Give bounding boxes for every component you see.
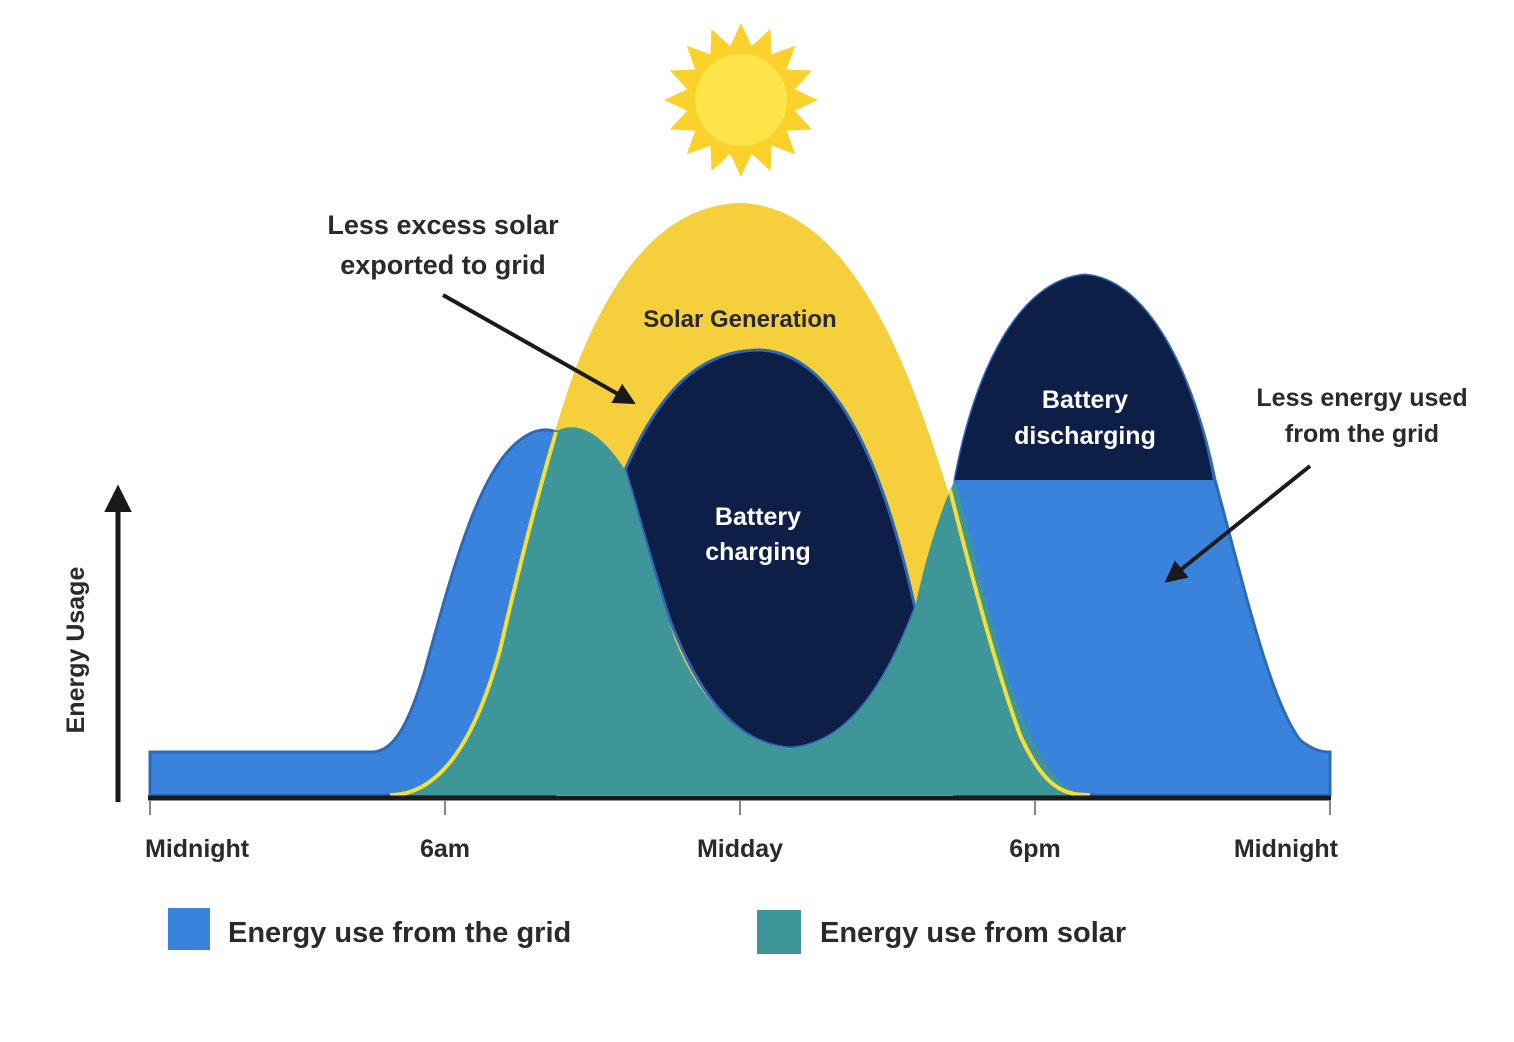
x-tick-label-midnight-start: Midnight — [145, 835, 250, 863]
sun-core — [695, 54, 787, 146]
annotation-less-grid-arrow — [1164, 464, 1312, 583]
x-tick-label-midday: Midday — [697, 835, 783, 863]
legend-swatch-grid — [168, 908, 210, 950]
sun-icon — [664, 23, 818, 177]
battery-discharging-label-line1: Battery — [1042, 386, 1128, 414]
battery-discharging-label-line2: discharging — [1014, 422, 1156, 450]
solar-generation-label: Solar Generation — [643, 306, 836, 333]
x-tick-label-6am: 6am — [420, 835, 470, 863]
legend-label-solar: Energy use from solar — [820, 917, 1126, 949]
annotation-less-grid-line1: Less energy used — [1256, 384, 1467, 412]
x-tick-label-6pm: 6pm — [1009, 835, 1060, 863]
solar-use-area — [390, 427, 1090, 795]
y-axis-label: Energy Usage — [62, 567, 90, 734]
annotation-excess-solar-arrow — [442, 293, 636, 405]
battery-charging-label-line2: charging — [705, 538, 811, 566]
annotation-excess-solar-line1: Less excess solar — [327, 210, 559, 240]
x-tick-label-midnight-end: Midnight — [1234, 835, 1339, 863]
battery-discharging-area — [955, 275, 1213, 480]
annotation-excess-solar-line2: exported to grid — [340, 250, 546, 280]
legend-swatch-solar — [757, 910, 801, 954]
legend-label-grid: Energy use from the grid — [228, 917, 571, 949]
solar-curve-line-right — [948, 489, 1091, 797]
battery-charging-label-line1: Battery — [715, 503, 801, 531]
solar-curve-line — [389, 431, 558, 797]
grid-use-morning-area — [148, 428, 560, 797]
annotation-less-grid-line2: from the grid — [1285, 420, 1439, 448]
